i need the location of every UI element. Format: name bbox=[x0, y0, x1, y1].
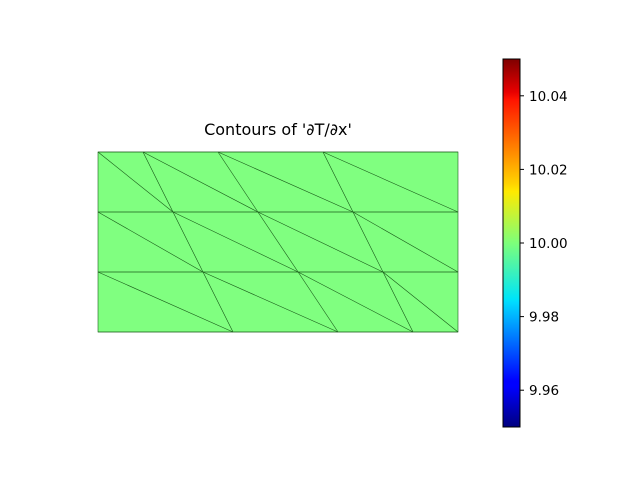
mesh-edge bbox=[217, 151, 259, 213]
mesh-diagonal bbox=[297, 271, 414, 333]
mesh-diagonal bbox=[217, 151, 354, 213]
mesh-diagonal bbox=[382, 271, 459, 333]
colorbar-tick-label: 9.98 bbox=[529, 310, 559, 326]
mesh-edge bbox=[382, 271, 414, 333]
colorbar-tick-label: 9.96 bbox=[529, 383, 559, 399]
mesh-diagonal bbox=[257, 211, 384, 273]
mesh-diagonal bbox=[97, 151, 174, 213]
mesh-boundary bbox=[97, 151, 459, 333]
colorbar-gradient bbox=[503, 59, 520, 427]
colorbar: 9.96 9.98 10.00 10.02 10.04 bbox=[502, 58, 568, 428]
mesh-diagonal bbox=[97, 271, 234, 333]
mesh-edge bbox=[297, 271, 339, 333]
mesh-edge bbox=[202, 271, 234, 333]
mesh-diagonal bbox=[172, 211, 299, 273]
mesh-diagonal bbox=[202, 271, 339, 333]
chart-title: Contours of '∂T/∂x' bbox=[204, 120, 352, 139]
mesh-diagonal bbox=[97, 211, 204, 273]
mesh-edge bbox=[322, 151, 354, 213]
contour-plot bbox=[97, 151, 459, 333]
mesh-diagonal bbox=[322, 151, 459, 213]
mesh-edge bbox=[352, 211, 384, 273]
mesh-diagonal bbox=[142, 151, 259, 213]
colorbar-tick-label: 10.00 bbox=[529, 236, 568, 252]
colorbar-tick-label: 10.04 bbox=[529, 89, 568, 105]
mesh-edge bbox=[172, 211, 204, 273]
colorbar-ticks: 9.96 9.98 10.00 10.02 10.04 bbox=[520, 89, 568, 399]
mesh-edge bbox=[142, 151, 174, 213]
mesh-diagonal bbox=[352, 211, 459, 273]
mesh-edge bbox=[257, 211, 299, 273]
colorbar-tick-label: 10.02 bbox=[529, 162, 568, 178]
